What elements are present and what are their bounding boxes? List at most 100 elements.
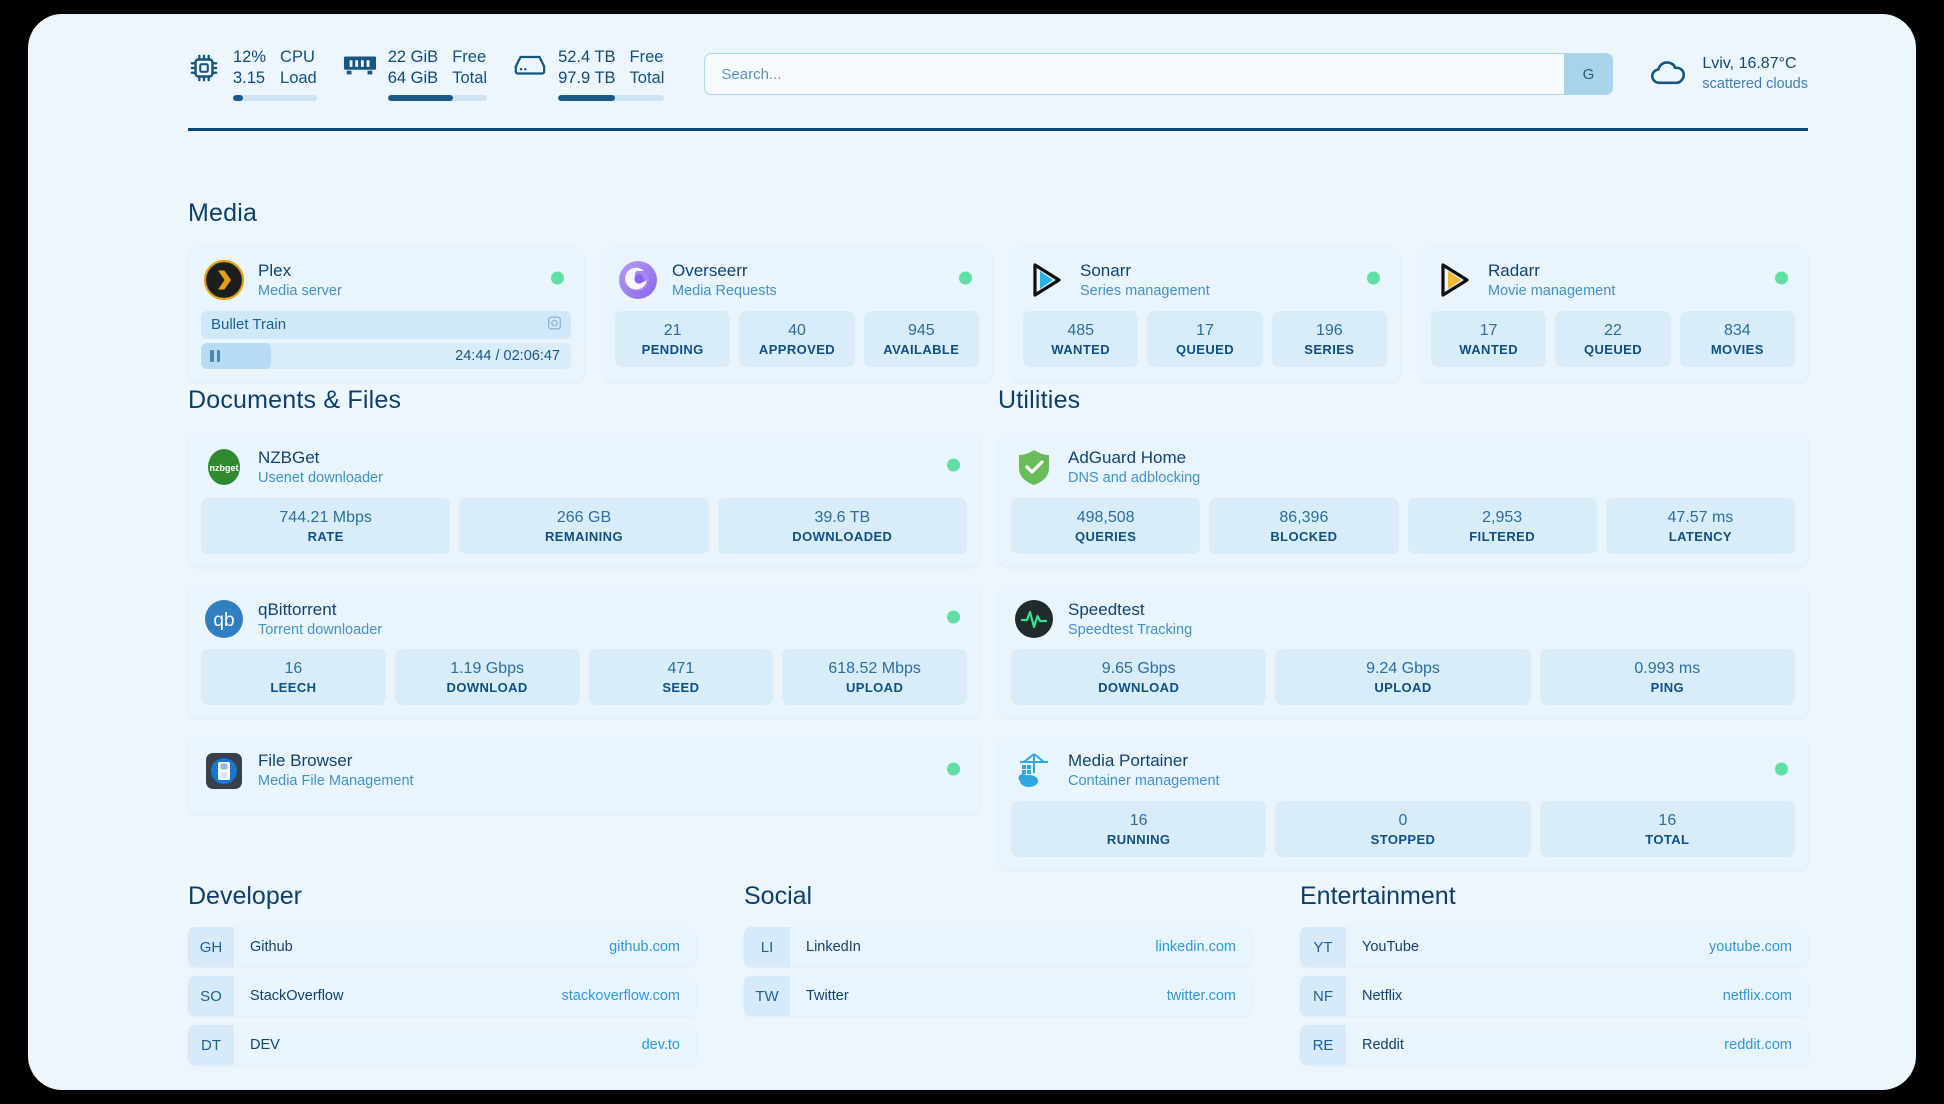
stat-tile[interactable]: 17 WANTED <box>1431 310 1547 367</box>
stat-tile[interactable]: 498,508 QUERIES <box>1011 497 1201 554</box>
bookmark-url[interactable]: reddit.com <box>1724 1037 1792 1053</box>
app-subtitle: Media Requests <box>672 283 777 300</box>
app-card-speedtest[interactable]: Speedtest Speedtest Tracking 9.65 Gbps DOWN… <box>998 584 1808 719</box>
weather-condition: scattered clouds <box>1702 76 1808 93</box>
stat-tiles: 498,508 QUERIES 86,396 BLOCKED 2,953 FILTERED… <box>998 497 1808 567</box>
stat-tile[interactable]: 16 RUNNING <box>1011 801 1267 857</box>
stat-tile-label: QUEUED <box>1175 341 1234 357</box>
overseerr-icon <box>618 260 658 300</box>
stat-tile-value: 21 <box>663 321 682 339</box>
bookmark-abbr: RE <box>1300 1025 1346 1065</box>
app-subtitle: Usenet downloader <box>258 470 383 487</box>
bookmark-url[interactable]: dev.to <box>641 1037 680 1053</box>
stat-tile-value: 0 <box>1398 812 1408 829</box>
bookmark-item[interactable]: NF Netflix netflix.com <box>1300 976 1808 1016</box>
bookmark-item[interactable]: YT YouTube youtube.com <box>1300 927 1808 967</box>
app-card-file-browser[interactable]: File Browser Media File Management <box>188 736 980 814</box>
bookmark-abbr: YT <box>1300 927 1346 967</box>
app-card-qbittorrent[interactable]: qb qBittorrent Torrent downloader 16 LEECH 1.… <box>188 584 980 719</box>
stat-tile[interactable]: 0.993 ms PING <box>1539 649 1795 706</box>
stat-tile[interactable]: 22 QUEUED <box>1555 310 1671 367</box>
stat-tile[interactable]: 471 SEED <box>588 649 774 706</box>
stat-tile-value: 834 <box>1723 321 1751 339</box>
stat-tile[interactable]: 39.6 TB DOWNLOADED <box>717 497 967 554</box>
bookmark-url[interactable]: github.com <box>609 939 680 955</box>
bookmark-abbr: DT <box>188 1025 234 1065</box>
stat-tile[interactable]: 266 GB REMAINING <box>459 497 709 554</box>
utilities-app-cards: AdGuard Home DNS and adblocking 498,508 QUE… <box>998 433 1808 870</box>
resource-label-secondary: Total <box>629 69 665 87</box>
stat-tile[interactable]: 618.52 Mbps UPLOAD <box>782 649 967 706</box>
bookmark-name: Twitter <box>806 988 849 1004</box>
app-card-adguard-home[interactable]: AdGuard Home DNS and adblocking 498,508 QUE… <box>998 433 1808 567</box>
cast-icon[interactable] <box>547 315 562 334</box>
bookmark-url[interactable]: youtube.com <box>1708 939 1792 955</box>
stat-tile[interactable]: 0 STOPPED <box>1275 801 1531 857</box>
weather-location-temp: Lviv, 16.87°C <box>1702 55 1797 73</box>
app-card-radarr[interactable]: Radarr Movie management 17 WANTED 22 QUEUED 83… <box>1418 246 1808 382</box>
search-box[interactable]: G <box>704 53 1614 95</box>
resource-label-primary: Free <box>452 48 487 67</box>
bookmark-url[interactable]: twitter.com <box>1166 988 1236 1004</box>
adguard-shield-icon <box>1014 447 1054 487</box>
app-card-plex[interactable]: Plex Media server Bullet Train <box>188 246 584 382</box>
bookmark-item[interactable]: DT DEV dev.to <box>188 1025 696 1065</box>
stat-tile[interactable]: 21 PENDING <box>615 310 731 367</box>
app-card-sonarr[interactable]: Sonarr Series management 485 WANTED 17 QUEUED… <box>1010 246 1400 382</box>
status-indicator-dot <box>959 271 972 285</box>
app-card-overseerr[interactable]: Overseerr Media Requests 21 PENDING 40 APPROV… <box>602 246 992 382</box>
stat-tile[interactable]: 40 APPROVED <box>739 310 855 367</box>
plex-progress-bar[interactable]: 24:44 / 02:06:47 <box>201 342 571 369</box>
stat-tile-value: 485 <box>1067 321 1095 339</box>
search-input[interactable] <box>705 54 1565 94</box>
resource-value-primary: 22 GiB <box>387 48 439 67</box>
stat-tile-value: 17 <box>1196 321 1214 339</box>
stat-tile-label: FILTERED <box>1469 528 1536 544</box>
stat-tile[interactable]: 485 WANTED <box>1023 310 1139 367</box>
stat-tile-label: TOTAL <box>1645 831 1690 847</box>
stat-tile[interactable]: 1.19 Gbps DOWNLOAD <box>394 649 580 706</box>
stat-tile[interactable]: 2,953 FILTERED <box>1407 497 1597 554</box>
stat-tile[interactable]: 9.24 Gbps UPLOAD <box>1275 649 1531 706</box>
stat-tile[interactable]: 17 QUEUED <box>1147 310 1263 367</box>
bookmark-url[interactable]: netflix.com <box>1722 988 1792 1004</box>
app-card-media-portainer[interactable]: Media Portainer Container management 16 RUN… <box>998 736 1808 870</box>
stat-tile-value: 17 <box>1479 321 1498 339</box>
app-subtitle: Series management <box>1080 283 1210 300</box>
stat-tile[interactable]: 196 SERIES <box>1271 310 1387 367</box>
bookmark-item[interactable]: TW Twitter twitter.com <box>744 976 1252 1016</box>
stat-tile[interactable]: 16 LEECH <box>201 649 386 706</box>
app-card-nzbget[interactable]: nzbget NZBGet Usenet downloader 744.21 Mbps… <box>188 433 980 567</box>
bookmark-item[interactable]: GH Github github.com <box>188 927 696 967</box>
bookmark-group-social: Social LI LinkedIn linkedin.com TW Twitter twi… <box>744 882 1252 1074</box>
stat-tile[interactable]: 86,396 BLOCKED <box>1209 497 1399 554</box>
stat-tile-label: RATE <box>307 528 344 544</box>
stat-tile-label: DOWNLOAD <box>446 680 528 696</box>
app-name: qBittorrent <box>258 599 337 619</box>
stat-tiles: 16 LEECH 1.19 Gbps DOWNLOAD 471 SEED 618.52 Mb… <box>188 649 980 718</box>
stat-tile-label: UPLOAD <box>845 680 904 696</box>
stat-tile[interactable]: 47.57 ms LATENCY <box>1605 497 1795 554</box>
stat-tile[interactable]: 834 MOVIES <box>1679 310 1795 367</box>
svg-text:nzbget: nzbget <box>210 463 239 473</box>
stat-tile[interactable]: 9.65 Gbps DOWNLOAD <box>1011 649 1267 706</box>
resource-usage-bar <box>387 94 488 101</box>
stat-tile[interactable]: 16 TOTAL <box>1539 801 1795 857</box>
search-submit-button[interactable]: G <box>1564 54 1613 94</box>
stat-tile[interactable]: 945 AVAILABLE <box>863 310 979 367</box>
card-header: Speedtest Speedtest Tracking <box>998 585 1808 650</box>
bookmark-item[interactable]: LI LinkedIn linkedin.com <box>744 927 1252 967</box>
bookmark-url[interactable]: linkedin.com <box>1155 939 1236 955</box>
stat-tile-value: 9.24 Gbps <box>1366 660 1440 678</box>
bookmark-item[interactable]: RE Reddit reddit.com <box>1300 1025 1808 1065</box>
bookmark-item[interactable]: SO StackOverflow stackoverflow.com <box>188 976 696 1016</box>
app-name: AdGuard Home <box>1068 448 1187 467</box>
bookmark-abbr: GH <box>188 927 234 967</box>
plex-now-playing-title-row: Bullet Train <box>201 310 571 339</box>
header-bar: 12% 3.15 CPU Load 22 GiB 64 GiB Free Total 52.4 … <box>188 40 1808 108</box>
resource-widget-hard-drive: 52.4 TB 97.9 TB Free Total <box>513 47 665 101</box>
pause-icon[interactable] <box>210 349 220 362</box>
stat-tile[interactable]: 744.21 Mbps RATE <box>201 497 451 554</box>
bookmark-abbr: SO <box>188 976 234 1016</box>
bookmark-url[interactable]: stackoverflow.com <box>561 988 680 1004</box>
